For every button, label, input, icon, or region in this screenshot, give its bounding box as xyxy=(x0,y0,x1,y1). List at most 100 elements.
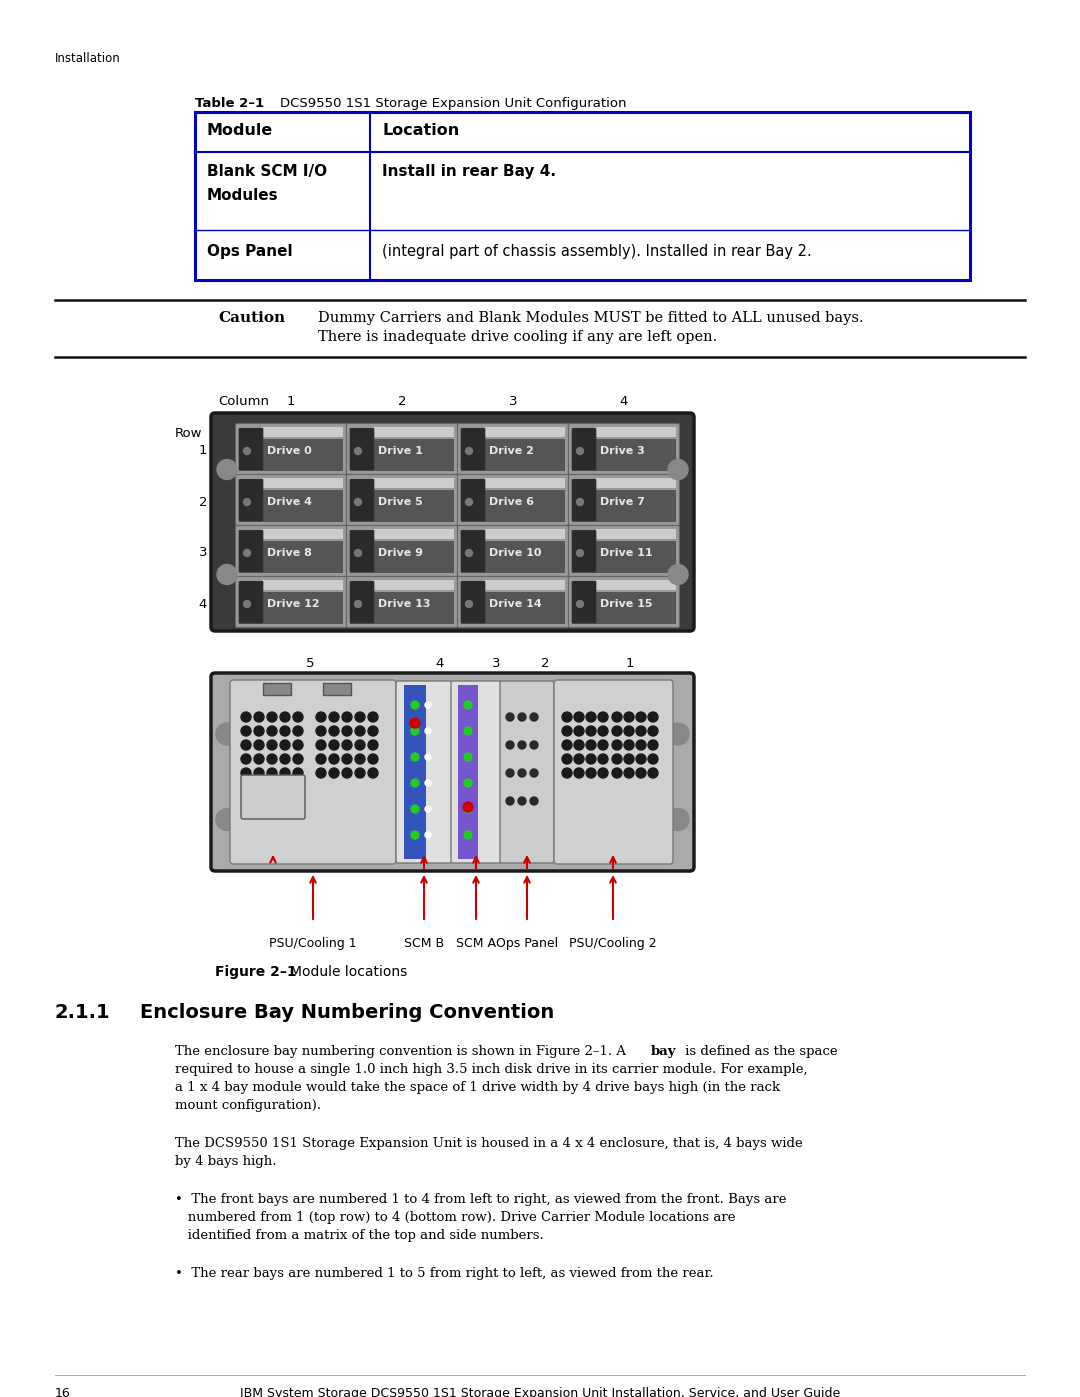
Circle shape xyxy=(586,754,596,764)
Circle shape xyxy=(355,740,365,750)
Circle shape xyxy=(465,549,473,556)
FancyBboxPatch shape xyxy=(572,529,596,571)
FancyBboxPatch shape xyxy=(568,525,679,577)
Text: 1: 1 xyxy=(625,657,634,671)
Circle shape xyxy=(217,460,237,479)
Circle shape xyxy=(241,712,251,722)
Circle shape xyxy=(612,768,622,778)
Text: Drive 7: Drive 7 xyxy=(600,497,645,507)
Text: 1: 1 xyxy=(199,444,207,457)
Circle shape xyxy=(573,754,584,764)
Circle shape xyxy=(411,701,419,710)
Circle shape xyxy=(577,447,583,454)
Bar xyxy=(323,683,351,694)
Text: Drive 5: Drive 5 xyxy=(378,497,422,507)
Text: Ops Panel: Ops Panel xyxy=(496,937,558,950)
Circle shape xyxy=(316,768,326,778)
Circle shape xyxy=(667,809,689,830)
Bar xyxy=(239,580,343,590)
Circle shape xyxy=(573,768,584,778)
Text: Figure 2–1: Figure 2–1 xyxy=(215,965,297,979)
FancyBboxPatch shape xyxy=(211,673,694,870)
Circle shape xyxy=(562,726,572,736)
Text: 4: 4 xyxy=(199,598,207,610)
Bar xyxy=(572,490,676,522)
Circle shape xyxy=(368,712,378,722)
Bar xyxy=(461,529,565,539)
Bar xyxy=(239,529,343,539)
FancyBboxPatch shape xyxy=(572,427,596,469)
Circle shape xyxy=(329,754,339,764)
Text: Drive 3: Drive 3 xyxy=(600,446,645,455)
Text: The DCS9550 1S1 Storage Expansion Unit is housed in a 4 x 4 enclosure, that is, : The DCS9550 1S1 Storage Expansion Unit i… xyxy=(175,1137,802,1150)
FancyBboxPatch shape xyxy=(458,475,568,525)
FancyBboxPatch shape xyxy=(350,479,374,521)
Text: a 1 x 4 bay module would take the space of 1 drive width by 4 drive bays high (i: a 1 x 4 bay module would take the space … xyxy=(175,1081,780,1094)
Bar xyxy=(350,427,454,437)
Text: bay: bay xyxy=(651,1045,676,1058)
Circle shape xyxy=(216,809,238,830)
Circle shape xyxy=(243,447,251,454)
FancyBboxPatch shape xyxy=(554,680,673,863)
Bar xyxy=(461,580,565,590)
Circle shape xyxy=(586,768,596,778)
Text: 5: 5 xyxy=(306,657,314,671)
Circle shape xyxy=(598,726,608,736)
FancyBboxPatch shape xyxy=(241,775,305,819)
Bar xyxy=(572,439,676,471)
Circle shape xyxy=(624,712,634,722)
Circle shape xyxy=(648,726,658,736)
Text: 2: 2 xyxy=(397,395,406,408)
Bar xyxy=(458,685,478,859)
Bar xyxy=(239,541,343,573)
FancyBboxPatch shape xyxy=(350,581,374,623)
Circle shape xyxy=(426,728,431,733)
Circle shape xyxy=(329,740,339,750)
FancyBboxPatch shape xyxy=(239,581,264,623)
Bar xyxy=(239,478,343,488)
Circle shape xyxy=(316,726,326,736)
Circle shape xyxy=(507,712,514,721)
Text: •  The front bays are numbered 1 to 4 from left to right, as viewed from the fro: • The front bays are numbered 1 to 4 fro… xyxy=(175,1193,786,1206)
FancyBboxPatch shape xyxy=(350,427,374,469)
Circle shape xyxy=(669,564,688,584)
Circle shape xyxy=(368,768,378,778)
Circle shape xyxy=(280,726,291,736)
Bar xyxy=(572,427,676,437)
Circle shape xyxy=(355,726,365,736)
Text: Drive 15: Drive 15 xyxy=(600,599,652,609)
FancyBboxPatch shape xyxy=(461,427,485,469)
Text: SCM B: SCM B xyxy=(404,937,444,950)
Circle shape xyxy=(465,499,473,506)
Circle shape xyxy=(329,768,339,778)
Circle shape xyxy=(342,712,352,722)
Circle shape xyxy=(342,754,352,764)
Text: Drive 0: Drive 0 xyxy=(267,446,312,455)
Circle shape xyxy=(624,740,634,750)
FancyBboxPatch shape xyxy=(500,680,554,863)
Circle shape xyxy=(354,549,362,556)
Circle shape xyxy=(293,740,303,750)
Circle shape xyxy=(636,768,646,778)
Text: 4: 4 xyxy=(620,395,629,408)
FancyBboxPatch shape xyxy=(461,479,485,521)
Bar xyxy=(350,541,454,573)
Text: 4: 4 xyxy=(436,657,444,671)
Circle shape xyxy=(577,549,583,556)
Circle shape xyxy=(411,805,419,813)
Circle shape xyxy=(648,712,658,722)
Circle shape xyxy=(577,601,583,608)
Circle shape xyxy=(293,726,303,736)
Text: identified from a matrix of the top and side numbers.: identified from a matrix of the top and … xyxy=(175,1229,543,1242)
FancyBboxPatch shape xyxy=(458,525,568,577)
Bar xyxy=(239,427,343,437)
Text: PSU/Cooling 1: PSU/Cooling 1 xyxy=(269,937,356,950)
FancyBboxPatch shape xyxy=(572,479,596,521)
Circle shape xyxy=(648,754,658,764)
Bar xyxy=(572,541,676,573)
Bar xyxy=(239,490,343,522)
FancyBboxPatch shape xyxy=(347,525,458,577)
Circle shape xyxy=(463,802,473,812)
FancyBboxPatch shape xyxy=(239,427,264,469)
Circle shape xyxy=(241,726,251,736)
